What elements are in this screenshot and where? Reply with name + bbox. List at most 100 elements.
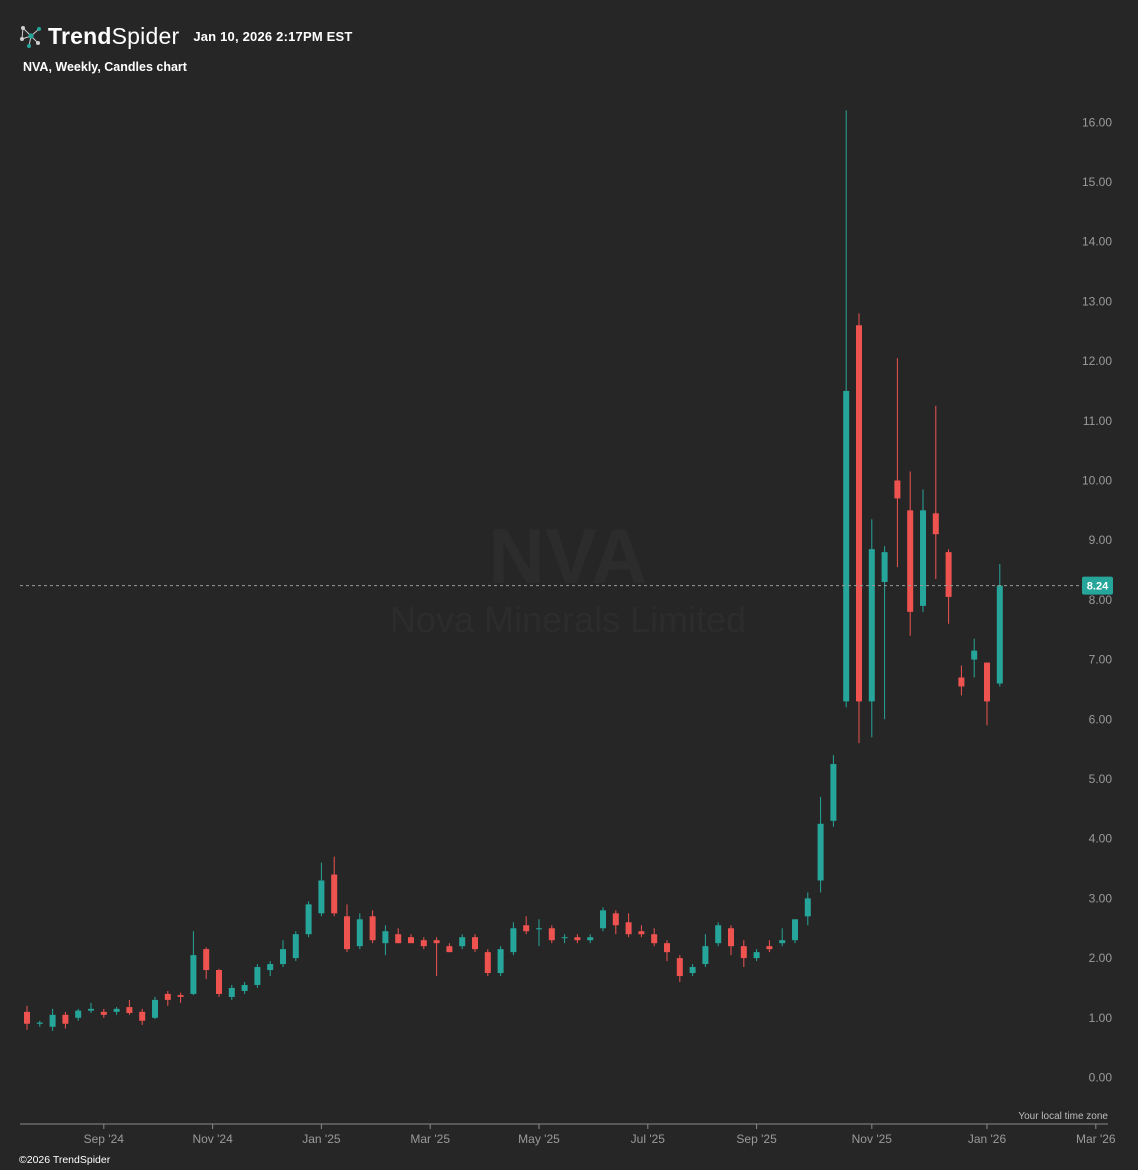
candle: [945, 549, 952, 624]
candle-body: [728, 928, 734, 947]
candle: [49, 1008, 56, 1031]
candle-body: [356, 919, 363, 947]
candle: [113, 1007, 120, 1015]
candle-body: [267, 964, 274, 971]
candle: [651, 928, 658, 947]
candle: [408, 934, 414, 944]
x-axis[interactable]: Sep '24 Nov '24 Jan '25 Mar '25 May '25 Jul '…: [84, 1124, 1116, 1146]
candle-body: [318, 880, 325, 914]
candle: [779, 928, 786, 947]
candle-body: [446, 946, 453, 953]
y-tick-label: 3.00: [1089, 891, 1113, 905]
chart-label: NVA, Weekly, Candles chart: [23, 60, 187, 74]
candle: [356, 913, 363, 950]
y-axis[interactable]: 0.00 1.00 2.00 3.00 4.00 5.00 6.00 7.00 8.00 9.00…: [1082, 115, 1112, 1084]
candle-body: [945, 552, 952, 597]
candle-body: [164, 993, 171, 1000]
candle: [728, 925, 734, 956]
candle-body: [574, 937, 581, 941]
candle: [446, 943, 453, 953]
candle-body: [600, 910, 606, 929]
candle-body: [177, 995, 184, 997]
timezone-note[interactable]: Your local time zone: [1018, 1111, 1108, 1122]
candle: [305, 901, 312, 938]
candle: [152, 996, 158, 1019]
candle-body: [420, 940, 427, 947]
candle: [971, 638, 978, 678]
header: TrendSpider Jan 10, 2026 2:17PM EST: [18, 20, 353, 52]
candle-body: [472, 937, 478, 950]
candle: [523, 916, 530, 935]
x-tick-label: Jul '25: [631, 1132, 666, 1146]
candle: [600, 907, 606, 932]
y-tick-label: 16.00: [1082, 115, 1112, 129]
candle-body: [625, 922, 632, 935]
candle-body: [369, 916, 376, 941]
candle-body: [497, 949, 504, 974]
candle-body: [894, 480, 901, 499]
candle-body: [792, 919, 798, 941]
candle-body: [881, 552, 888, 582]
candle-body: [408, 937, 414, 944]
y-tick-label: 5.00: [1089, 772, 1113, 786]
y-tick-label: 9.00: [1089, 533, 1113, 547]
candle: [856, 313, 862, 744]
candle-body: [753, 952, 760, 959]
y-tick-label: 10.00: [1082, 474, 1112, 488]
candle-body: [920, 510, 926, 606]
candle-body: [715, 925, 722, 944]
watermark-name: Nova Minerals Limited: [390, 599, 746, 640]
x-tick-label: Jan '25: [302, 1132, 341, 1146]
candle: [280, 940, 286, 968]
candle-body: [676, 958, 683, 977]
candle-body: [280, 949, 286, 965]
candle: [587, 934, 594, 944]
candle: [472, 934, 478, 953]
candle-body: [100, 1011, 107, 1015]
y-tick-label: 4.00: [1089, 832, 1113, 846]
candle: [510, 922, 517, 956]
x-tick-label: Mar '26: [1076, 1132, 1116, 1146]
candle: [843, 110, 850, 708]
candle: [932, 405, 939, 580]
candle-body: [305, 904, 312, 935]
candle: [574, 934, 581, 944]
candle: [241, 981, 248, 994]
candle-body: [638, 931, 645, 935]
candle-body: [817, 823, 824, 881]
candle: [920, 489, 926, 612]
y-tick-label: 14.00: [1082, 235, 1112, 249]
candle-body: [484, 952, 491, 974]
candle: [868, 519, 875, 738]
candle: [638, 925, 645, 938]
last-price-tag: 8.24: [1082, 576, 1113, 595]
candle: [497, 946, 504, 977]
candle: [984, 662, 990, 726]
x-tick-label: Sep '24: [84, 1132, 125, 1146]
candle: [331, 856, 338, 917]
candle: [715, 922, 722, 947]
watermark: NVA Nova Minerals Limited: [390, 512, 746, 640]
candle-body: [907, 510, 914, 612]
candle: [689, 964, 696, 977]
candle-body: [740, 946, 747, 959]
candle: [88, 1002, 94, 1014]
candle: [190, 931, 197, 996]
y-tick-label: 7.00: [1089, 653, 1113, 667]
candle-body: [152, 999, 158, 1018]
candle: [804, 892, 811, 926]
candle: [817, 796, 824, 893]
candle-body: [766, 946, 773, 950]
candle-body: [190, 955, 197, 994]
candle: [625, 913, 632, 938]
candle-body: [830, 764, 837, 821]
x-tick-label: May '25: [518, 1132, 560, 1146]
candle: [75, 1008, 82, 1021]
candle: [126, 999, 133, 1015]
last-price-tag-background: [1082, 576, 1113, 595]
candle: [216, 968, 222, 997]
candle-body: [702, 946, 709, 965]
candle-body: [548, 928, 555, 941]
candle-body: [804, 898, 811, 917]
